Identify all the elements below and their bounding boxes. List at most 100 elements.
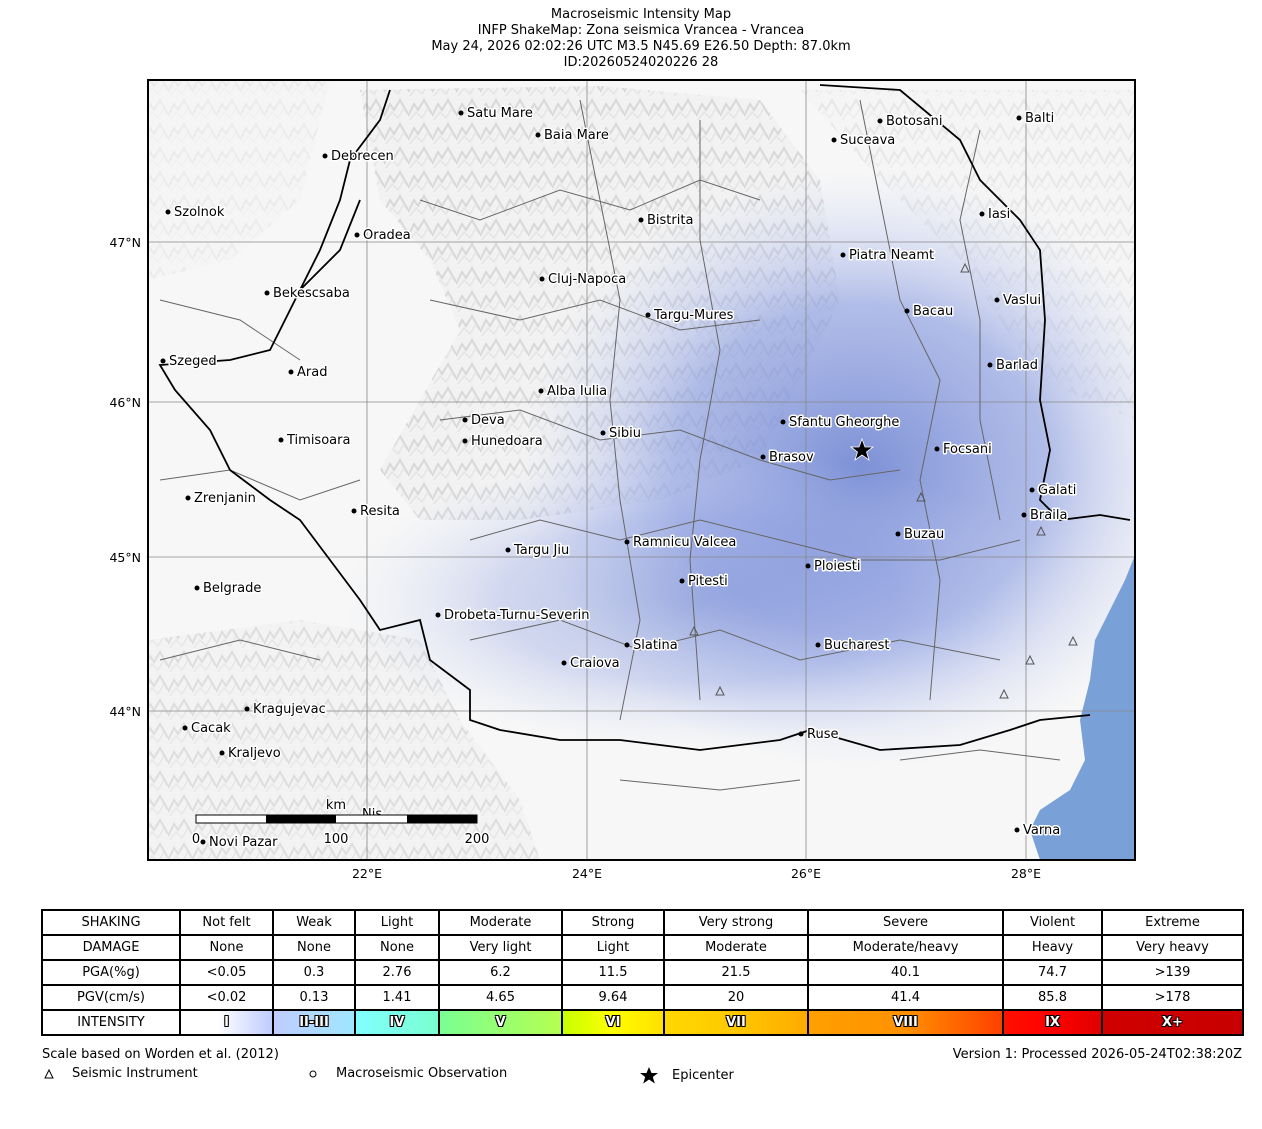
svg-text:Cluj-Napoca: Cluj-Napoca [548, 272, 626, 287]
legend-cell: Very strong [663, 909, 809, 936]
legend-row-shaking: SHAKING Not felt Weak Light Moderate Str… [41, 909, 1244, 936]
svg-text:Bistrita: Bistrita [647, 213, 693, 228]
seismic-instrument-icon [715, 685, 725, 696]
legend-cell: 0.13 [272, 984, 356, 1011]
svg-text:Sibiu: Sibiu [609, 426, 641, 441]
legend-cell: 41.4 [807, 984, 1004, 1011]
city-iasi: Iasi [979, 206, 1012, 224]
legend-row-pga: PGA(%g) <0.05 0.3 2.76 6.2 11.5 21.5 40.… [41, 959, 1244, 986]
svg-text:Targu-Mures: Targu-Mures [653, 308, 734, 323]
intensity-swatch: X+ [1101, 1009, 1244, 1036]
legend-row-intensity: INTENSITY I II-III IV V VI VII VIII IX X… [41, 1009, 1244, 1036]
svg-text:Szeged: Szeged [169, 354, 217, 369]
legend-cell: 74.7 [1002, 959, 1103, 986]
legend-cell: <0.05 [179, 959, 274, 986]
svg-text:Barlad: Barlad [996, 358, 1038, 373]
svg-text:Craiova: Craiova [570, 656, 620, 671]
legend-cell: 21.5 [663, 959, 809, 986]
city-pitesti: Pitesti [679, 573, 729, 591]
city-baia-mare: Baia Mare [535, 127, 610, 145]
svg-text:Buzau: Buzau [904, 527, 944, 542]
city-balti: Balti [1016, 110, 1056, 128]
legend-cell: 2.76 [354, 959, 440, 986]
city-braila: Braila [1021, 507, 1069, 525]
svg-text:Kragujevac: Kragujevac [253, 702, 326, 717]
legend-cell: Light [561, 934, 665, 961]
intensity-overlay-south [340, 450, 1060, 750]
svg-text:Resita: Resita [360, 504, 400, 519]
legend-cell: Light [354, 909, 440, 936]
svg-text:Ploiesti: Ploiesti [814, 559, 861, 574]
svg-text:Belgrade: Belgrade [203, 581, 261, 596]
axis-labels: 47°N 46°N 45°N 44°N 22°E 24°E 26°E 28°E [109, 235, 1041, 881]
lat-label-47: 47°N [109, 235, 141, 250]
svg-text:Sfantu Gheorghe: Sfantu Gheorghe [789, 415, 899, 430]
version-info: Version 1: Processed 2026-05-24T02:38:20… [952, 1047, 1242, 1062]
city-targu-mures: Targu-Mures [645, 307, 735, 325]
intensity-swatch: IV [354, 1009, 440, 1036]
map-frame [147, 79, 1136, 861]
svg-text:Ramnicu Valcea: Ramnicu Valcea [633, 535, 736, 550]
city-oradea: Oradea [354, 227, 412, 245]
legend-cell: 20 [663, 984, 809, 1011]
svg-text:Braila: Braila [1030, 508, 1067, 523]
lat-label-45: 45°N [109, 550, 141, 565]
intensity-map: Satu Mare Baia Mare Botosani Balti Debre… [109, 79, 1136, 881]
graticule [148, 80, 1135, 860]
seismic-instrument-icon [44, 1068, 54, 1078]
city-bacau: Bacau [904, 303, 955, 321]
city-drobeta-turnu-severin: Drobeta-Turnu-Severin [435, 607, 591, 625]
legend-cell: Severe [807, 909, 1004, 936]
macroseismic-observation-icon [309, 1070, 317, 1077]
legend-cell: Heavy [1002, 934, 1103, 961]
scale-unit: km [326, 798, 346, 813]
svg-text:Bacau: Bacau [913, 304, 953, 319]
svg-text:Alba Iulia: Alba Iulia [547, 384, 607, 399]
svg-text:Ruse: Ruse [807, 727, 838, 742]
legend-epicenter: Epicenter [639, 1066, 734, 1084]
city-vaslui: Vaslui [994, 292, 1043, 310]
svg-text:Brasov: Brasov [769, 450, 814, 465]
city-sfantu-gheorghe: Sfantu Gheorghe [780, 414, 901, 432]
intensity-swatch: II-III [272, 1009, 356, 1036]
region-boundaries [159, 99, 1061, 791]
scale-label-200: 200 [465, 832, 490, 847]
legend-seismic-instrument-label: Seismic Instrument [72, 1066, 198, 1081]
svg-text:Targu Jiu: Targu Jiu [513, 543, 569, 558]
city-ramnicu-valcea: Ramnicu Valcea [624, 534, 738, 552]
city-buzau: Buzau [895, 526, 946, 544]
city-resita: Resita [351, 503, 401, 521]
legend-cell: None [272, 934, 356, 961]
legend-cell: Extreme [1101, 909, 1244, 936]
city-szeged: Szeged [160, 353, 218, 371]
svg-text:Zrenjanin: Zrenjanin [194, 491, 256, 506]
city-ploiesti: Ploiesti [805, 558, 862, 576]
intensity-swatch: V [438, 1009, 563, 1036]
legend-cell: 11.5 [561, 959, 665, 986]
svg-text:Suceava: Suceava [840, 133, 895, 148]
legend-cell: 6.2 [438, 959, 563, 986]
legend-header-intensity: INTENSITY [41, 1009, 181, 1036]
seismic-instruments [689, 262, 1078, 699]
city-kragujevac: Kragujevac [244, 701, 327, 719]
svg-text:Pitesti: Pitesti [688, 574, 728, 589]
legend-cell: Very light [438, 934, 563, 961]
legend-macroseismic-observation-label: Macroseismic Observation [336, 1066, 508, 1081]
seismic-instrument-icon [916, 491, 926, 502]
svg-text:Iasi: Iasi [988, 207, 1010, 222]
legend-cell: Weak [272, 909, 356, 936]
city-deva: Deva [462, 412, 506, 430]
legend-cell: Not felt [179, 909, 274, 936]
legend-cell: <0.02 [179, 984, 274, 1011]
city-barlad: Barlad [987, 357, 1040, 375]
city-varna: Varna [1014, 822, 1062, 840]
event-id: ID:20260524020226 28 [563, 55, 719, 70]
svg-text:Bucharest: Bucharest [824, 638, 889, 653]
map-body: Satu Mare Baia Mare Botosani Balti Debre… [148, 80, 1135, 860]
city-layer: Satu Mare Baia Mare Botosani Balti Debre… [160, 105, 1078, 852]
legend-cell: Moderate [438, 909, 563, 936]
legend-seismic-instrument: Seismic Instrument [43, 1066, 198, 1081]
city-debrecen: Debrecen [322, 148, 395, 166]
intensity-swatch: IX [1002, 1009, 1103, 1036]
city-kraljevo: Kraljevo [219, 745, 282, 763]
